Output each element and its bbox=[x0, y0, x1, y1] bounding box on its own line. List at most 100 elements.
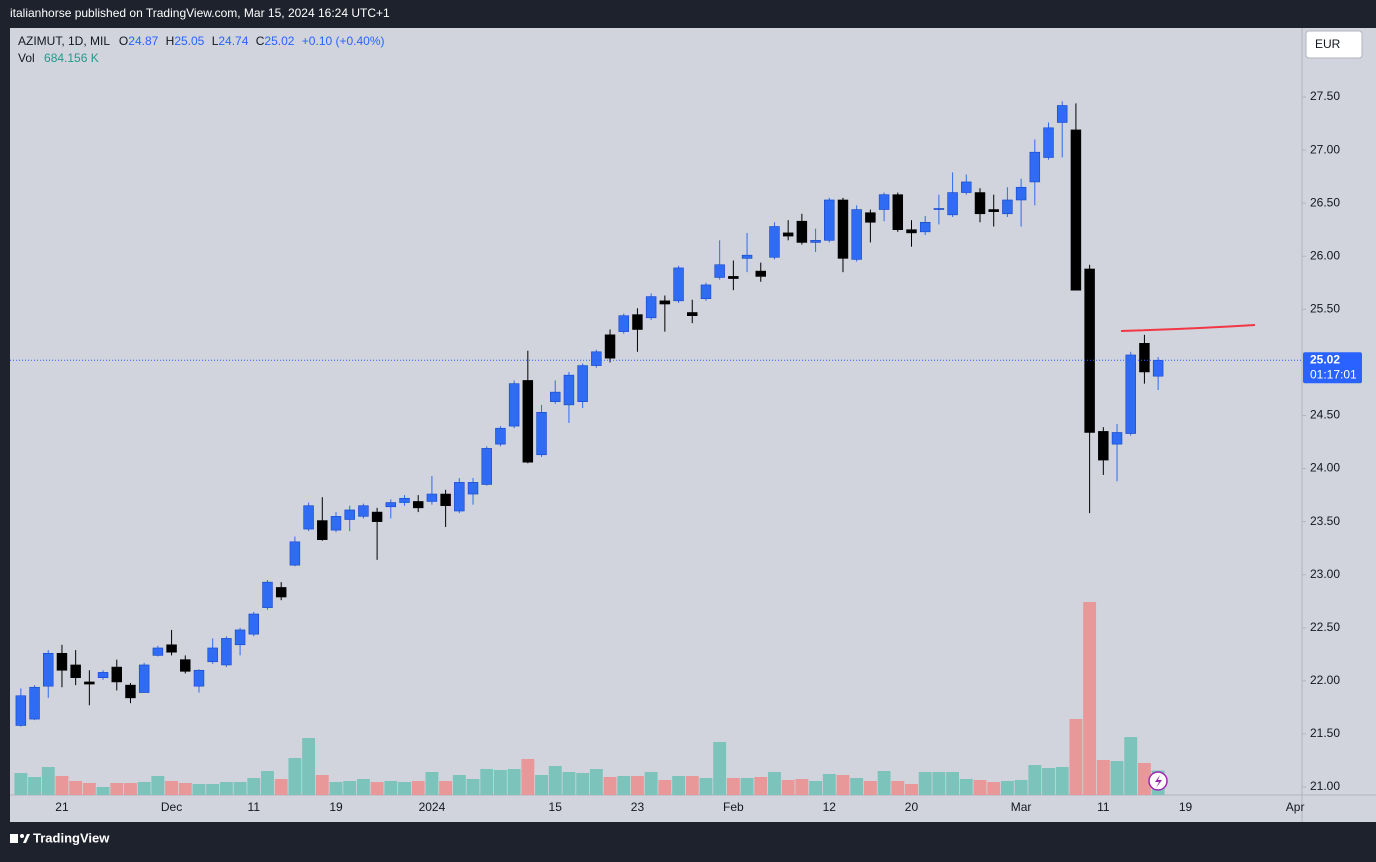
o-value: 24.87 bbox=[128, 34, 158, 48]
y-tick-label: 21.00 bbox=[1310, 779, 1340, 793]
y-tick-label: 22.00 bbox=[1310, 673, 1340, 687]
volume-bar bbox=[877, 771, 891, 795]
volume-bar bbox=[658, 780, 672, 795]
candle-body bbox=[604, 334, 616, 359]
candle-body bbox=[947, 192, 958, 216]
currency-button[interactable] bbox=[1305, 30, 1363, 59]
candle-body bbox=[878, 194, 890, 210]
vol-value: 684.156 K bbox=[44, 51, 99, 65]
volume-bar bbox=[480, 769, 494, 795]
drawn-line bbox=[1120, 324, 1256, 332]
volume-bar bbox=[219, 782, 233, 795]
volume-bar bbox=[206, 784, 220, 795]
candle-body bbox=[125, 684, 136, 699]
y-tick-label: 23.50 bbox=[1310, 514, 1340, 528]
x-tick-label: 11 bbox=[248, 800, 261, 814]
candle-body bbox=[563, 374, 575, 406]
candle-body bbox=[1015, 186, 1027, 201]
volume-bar bbox=[1110, 761, 1124, 795]
volume-bar bbox=[1083, 602, 1097, 795]
volume-bar bbox=[918, 772, 932, 795]
volume-bar bbox=[740, 778, 754, 795]
volume-bar bbox=[1055, 767, 1069, 795]
x-tick-label: 15 bbox=[549, 800, 563, 814]
volume-bar bbox=[192, 784, 206, 795]
volume-bar bbox=[302, 738, 316, 795]
candle-body bbox=[1070, 129, 1082, 291]
candle-body bbox=[810, 240, 821, 243]
candle-body bbox=[673, 267, 684, 302]
x-tick-label: Apr bbox=[1286, 800, 1305, 814]
volume-bar bbox=[768, 772, 781, 795]
candle-body bbox=[645, 296, 657, 319]
candle-body bbox=[988, 209, 999, 212]
h-value: 25.05 bbox=[174, 34, 204, 48]
volume-bar bbox=[356, 779, 370, 795]
candle-body bbox=[632, 314, 643, 330]
volume-bar bbox=[631, 776, 644, 795]
volume-bar bbox=[28, 777, 41, 795]
volume-bar bbox=[14, 773, 28, 795]
last-price-label: 25.02 bbox=[1310, 352, 1340, 366]
volume-bar bbox=[247, 778, 261, 795]
currency[interactable]: EUR bbox=[1315, 37, 1341, 51]
volume-bar bbox=[233, 782, 247, 795]
x-tick-label: 19 bbox=[329, 800, 343, 814]
volume-bar bbox=[905, 784, 918, 795]
candle-body bbox=[234, 629, 246, 646]
candle-body bbox=[714, 264, 725, 278]
candle-body bbox=[837, 199, 849, 259]
y-tick-label: 27.00 bbox=[1310, 142, 1340, 156]
candle-body bbox=[221, 638, 232, 666]
candle-body bbox=[481, 448, 492, 485]
volume-bar bbox=[315, 775, 329, 795]
candle-body bbox=[262, 581, 273, 608]
volume-bar bbox=[726, 778, 740, 795]
volume-bar bbox=[1096, 760, 1110, 795]
publisher-line: italianhorse published on TradingView.co… bbox=[10, 6, 390, 20]
volume-bar bbox=[452, 775, 466, 795]
candle-body bbox=[412, 501, 424, 509]
x-tick-label: 19 bbox=[1179, 800, 1193, 814]
candle-body bbox=[43, 652, 54, 687]
candle-body bbox=[782, 232, 794, 237]
volume-bar bbox=[863, 781, 877, 795]
candle-body bbox=[56, 652, 68, 671]
candle-body bbox=[522, 380, 534, 463]
volume-bar bbox=[274, 779, 288, 795]
candle-body bbox=[111, 666, 122, 683]
candle-body bbox=[755, 270, 766, 277]
volume-bar bbox=[466, 779, 480, 795]
volume-bar bbox=[96, 787, 110, 795]
candle-body bbox=[618, 315, 629, 332]
volume-bar bbox=[1000, 781, 1014, 795]
candle-body bbox=[152, 647, 164, 656]
volume-bar bbox=[589, 769, 603, 795]
candle-body bbox=[371, 511, 383, 522]
l-label: L bbox=[212, 34, 219, 48]
volume-bar bbox=[1069, 719, 1083, 795]
candle-body bbox=[495, 427, 506, 445]
volume-bar bbox=[576, 773, 590, 795]
volume-bar bbox=[644, 772, 658, 795]
volume-bar bbox=[891, 781, 905, 795]
volume-bar bbox=[699, 778, 713, 795]
candle-body bbox=[728, 276, 739, 279]
candle-body bbox=[1098, 431, 1109, 461]
x-tick-label: 12 bbox=[823, 800, 837, 814]
candle-body bbox=[454, 482, 465, 512]
candle-body bbox=[741, 254, 753, 259]
candle-body bbox=[961, 181, 972, 193]
volume-bar bbox=[411, 781, 425, 795]
volume-bar bbox=[617, 776, 631, 795]
y-tick-label: 23.00 bbox=[1310, 567, 1340, 581]
countdown: 01:17:01 bbox=[1310, 367, 1357, 381]
candle-body bbox=[84, 681, 95, 685]
x-tick-label: Mar bbox=[1011, 800, 1032, 814]
y-tick-label: 24.00 bbox=[1310, 461, 1340, 475]
volume-bar bbox=[754, 777, 768, 795]
volume-bar bbox=[781, 780, 795, 795]
candle-body bbox=[303, 505, 314, 530]
candle-body bbox=[906, 229, 917, 234]
